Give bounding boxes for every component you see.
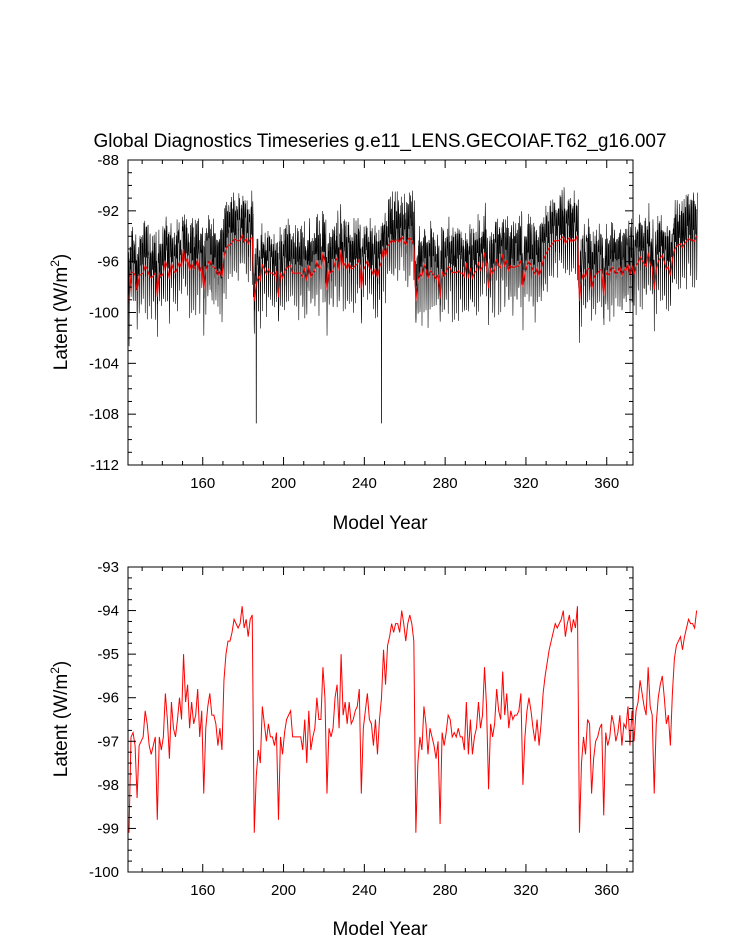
bottom-y-tick-label: -100: [89, 864, 119, 881]
bottom-x-tick-label: 280: [433, 882, 458, 899]
bottom-axis-ticks: 160 200 240 280 320 360 -100 -99 -98 -97 -96 -95 -94…: [89, 559, 633, 899]
top-y-tick-label: -104: [89, 355, 119, 372]
bottom-x-tick-label: 360: [594, 882, 619, 899]
monthly-series-lines: [127, 187, 698, 424]
top-y-label-close: ): [51, 254, 72, 260]
bottom-y-axis-label: Latent (W/m2): [48, 661, 72, 778]
bottom-x-tick-label: 240: [352, 882, 377, 899]
bottom-y-label-main: Latent (W/m: [51, 674, 72, 777]
bottom-x-tick-label: 200: [271, 882, 296, 899]
bottom-x-axis-label: Model Year: [332, 919, 428, 940]
bottom-x-tick-label: 320: [513, 882, 538, 899]
top-x-tick-label: 160: [190, 475, 215, 492]
top-y-tick-label: -88: [97, 152, 119, 169]
bottom-panel: 160 200 240 280 320 360 -100 -99 -98 -97 -96 -95 -94…: [48, 559, 698, 940]
top-x-tick-label: 240: [352, 475, 377, 492]
top-axis-ticks: 160 200 240 280 320 360 -112 -108 -104 -100 -96 -92…: [89, 152, 633, 492]
chart-title: Global Diagnostics Timeseries g.e11_LENS…: [93, 131, 666, 152]
top-y-tick-label: -108: [89, 406, 119, 423]
top-x-tick-label: 200: [271, 475, 296, 492]
monthly-series-line: [127, 187, 698, 424]
bottom-y-tick-label: -99: [97, 820, 119, 837]
bottom-y-tick-label: -96: [97, 690, 119, 707]
bottom-y-tick-label: -95: [97, 646, 119, 663]
top-y-tick-label: -100: [89, 305, 119, 322]
bottom-y-label-close: ): [51, 661, 72, 667]
top-y-tick-label: -96: [97, 254, 119, 271]
top-x-tick-label: 280: [433, 475, 458, 492]
annual-mean-line-top: [128, 233, 698, 302]
top-x-tick-label: 360: [594, 475, 619, 492]
bottom-y-label-sup: 2: [48, 667, 62, 674]
top-y-axis-label: Latent (W/m2): [48, 254, 72, 371]
top-x-axis-label: Model Year: [332, 513, 428, 534]
top-y-tick-label: -112: [90, 457, 119, 474]
bottom-y-tick-label: -93: [97, 559, 119, 576]
bottom-y-tick-label: -98: [97, 777, 119, 794]
top-x-tick-label: 320: [513, 475, 538, 492]
top-y-label-sup: 2: [48, 260, 62, 267]
top-y-tick-label: -92: [97, 203, 119, 220]
annual-mean-line-bottom: [128, 606, 698, 833]
top-y-label-main: Latent (W/m: [51, 267, 72, 370]
bottom-x-tick-label: 160: [190, 882, 215, 899]
bottom-y-tick-label: -97: [97, 733, 119, 750]
bottom-plot-frame: [127, 566, 634, 873]
bottom-y-tick-label: -94: [97, 603, 119, 620]
top-panel: Global Diagnostics Timeseries g.e11_LENS…: [48, 131, 698, 534]
